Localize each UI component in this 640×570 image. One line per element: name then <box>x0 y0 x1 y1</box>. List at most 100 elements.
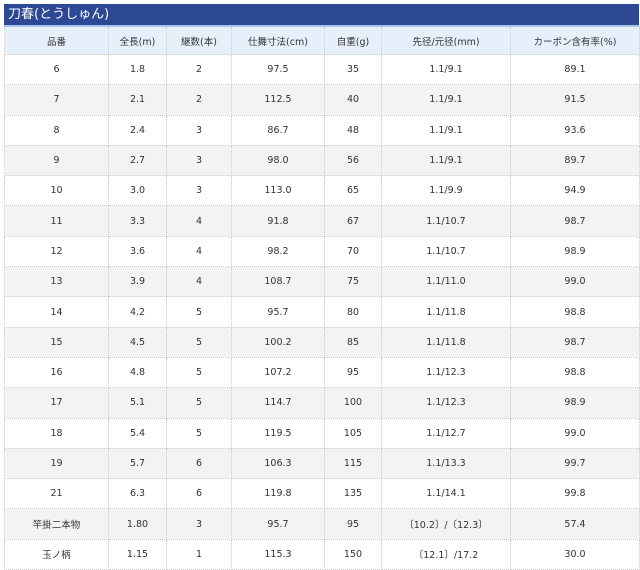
table-row: 13 3.9 4 108.7 75 1.1/11.0 99.0 <box>4 266 640 298</box>
table-cell: 112.5 <box>231 84 325 116</box>
table-cell: 4.2 <box>108 296 167 328</box>
table-cell: 15 <box>4 326 109 358</box>
table-cell: 14 <box>4 296 109 328</box>
table-cell: 85 <box>324 326 382 358</box>
table-cell: 89.7 <box>510 144 640 177</box>
table-row: 竿掛二本物 1.80 3 95.7 95 〔10.2〕/〔12.3〕 57.4 <box>4 508 640 540</box>
table-cell: 3.0 <box>108 175 167 207</box>
table-cell: 17 <box>4 387 109 419</box>
spec-table: 品番 全長(m) 継数(本) 仕舞寸法(cm) 自重(g) 先径/元径(mm) カーボン含有… <box>4 27 640 570</box>
table-cell: 19 <box>4 447 109 480</box>
table-cell: 2.1 <box>108 84 167 116</box>
table-cell: 1.1/9.1 <box>381 114 511 146</box>
table-row: 17 5.1 5 114.7 100 1.1/12.3 98.9 <box>4 387 640 419</box>
table-cell: 9 <box>4 144 109 177</box>
column-header: 品番 <box>4 27 109 55</box>
table-cell: 5 <box>166 356 232 389</box>
table-row: 21 6.3 6 119.8 135 1.1/14.1 99.8 <box>4 478 640 510</box>
table-cell: 〔12.1〕/17.2 <box>381 538 511 570</box>
table-cell: 5.4 <box>108 417 167 449</box>
table-cell: 95.7 <box>231 508 325 540</box>
table-cell: 94.9 <box>510 175 640 207</box>
table-cell: 玉ノ柄 <box>4 538 109 570</box>
table-row: 11 3.3 4 91.8 67 1.1/10.7 98.7 <box>4 205 640 237</box>
table-cell: 3 <box>166 175 232 207</box>
table-cell: 6 <box>4 53 109 86</box>
table-cell: 8 <box>4 114 109 146</box>
table-cell: 99.8 <box>510 478 640 510</box>
table-row: 10 3.0 3 113.0 65 1.1/9.9 94.9 <box>4 175 640 207</box>
table-cell: 13 <box>4 266 109 298</box>
table-cell: 1.1/12.3 <box>381 387 511 419</box>
table-cell: 2.4 <box>108 114 167 146</box>
table-row: 14 4.2 5 95.7 80 1.1/11.8 98.8 <box>4 296 640 328</box>
table-cell: 95.7 <box>231 296 325 328</box>
table-cell: 80 <box>324 296 382 328</box>
table-cell: 56 <box>324 144 382 177</box>
table-cell: 95 <box>324 508 382 540</box>
table-cell: 5.7 <box>108 447 167 480</box>
table-cell: 7 <box>4 84 109 116</box>
table-cell: 97.5 <box>231 53 325 86</box>
table-cell: 4 <box>166 205 232 237</box>
table-cell: 35 <box>324 53 382 86</box>
table-cell: 113.0 <box>231 175 325 207</box>
table-cell: 1.1/9.1 <box>381 144 511 177</box>
table-cell: 1.1/11.8 <box>381 296 511 328</box>
table-cell: 99.0 <box>510 266 640 298</box>
table-cell: 91.5 <box>510 84 640 116</box>
table-cell: 57.4 <box>510 508 640 540</box>
table-cell: 86.7 <box>231 114 325 146</box>
table-cell: 5 <box>166 387 232 419</box>
table-cell: 98.7 <box>510 205 640 237</box>
table-cell: 2.7 <box>108 144 167 177</box>
table-cell: 5 <box>166 296 232 328</box>
table-cell: 119.5 <box>231 417 325 449</box>
table-cell: 115.3 <box>231 538 325 570</box>
table-cell: 100 <box>324 387 382 419</box>
table-cell: 6 <box>166 447 232 480</box>
table-row: 18 5.4 5 119.5 105 1.1/12.7 99.0 <box>4 417 640 449</box>
table-cell: 114.7 <box>231 387 325 419</box>
table-cell: 1.1/10.7 <box>381 205 511 237</box>
spec-table-panel: 刀春(とうしゅん) 品番 全長(m) 継数(本) 仕舞寸法(cm) 自重(g) 先径/元径… <box>4 4 640 570</box>
table-cell: 67 <box>324 205 382 237</box>
table-cell: 1.1/12.3 <box>381 356 511 389</box>
table-cell: 98.0 <box>231 144 325 177</box>
table-cell: 98.9 <box>510 387 640 419</box>
table-cell: 2 <box>166 84 232 116</box>
table-cell: 21 <box>4 478 109 510</box>
table-cell: 91.8 <box>231 205 325 237</box>
table-cell: 98.8 <box>510 356 640 389</box>
table-cell: 〔10.2〕/〔12.3〕 <box>381 508 511 540</box>
column-header: 自重(g) <box>324 27 382 55</box>
column-header: 継数(本) <box>166 27 232 55</box>
product-title: 刀春(とうしゅん) <box>4 4 639 27</box>
table-row: 16 4.8 5 107.2 95 1.1/12.3 98.8 <box>4 356 640 389</box>
table-cell: 1.1/11.8 <box>381 326 511 358</box>
table-header-row: 品番 全長(m) 継数(本) 仕舞寸法(cm) 自重(g) 先径/元径(mm) カーボン含有… <box>4 27 640 55</box>
table-cell: 6 <box>166 478 232 510</box>
table-cell: 3 <box>166 144 232 177</box>
table-row: 玉ノ柄 1.15 1 115.3 150 〔12.1〕/17.2 30.0 <box>4 538 640 570</box>
table-cell: 105 <box>324 417 382 449</box>
table-cell: 108.7 <box>231 266 325 298</box>
table-cell: 2 <box>166 53 232 86</box>
table-cell: 1.1/13.3 <box>381 447 511 480</box>
column-header: カーボン含有率(%) <box>510 27 640 55</box>
table-cell: 98.7 <box>510 326 640 358</box>
table-cell: 16 <box>4 356 109 389</box>
table-cell: 竿掛二本物 <box>4 508 109 540</box>
table-cell: 5 <box>166 417 232 449</box>
table-cell: 30.0 <box>510 538 640 570</box>
table-cell: 4.5 <box>108 326 167 358</box>
table-row: 7 2.1 2 112.5 40 1.1/9.1 91.5 <box>4 84 640 116</box>
table-cell: 65 <box>324 175 382 207</box>
table-cell: 119.8 <box>231 478 325 510</box>
table-row: 19 5.7 6 106.3 115 1.1/13.3 99.7 <box>4 447 640 480</box>
column-header: 仕舞寸法(cm) <box>231 27 325 55</box>
table-cell: 12 <box>4 235 109 268</box>
table-cell: 1.1/10.7 <box>381 235 511 268</box>
table-cell: 1.1/12.7 <box>381 417 511 449</box>
table-cell: 99.7 <box>510 447 640 480</box>
